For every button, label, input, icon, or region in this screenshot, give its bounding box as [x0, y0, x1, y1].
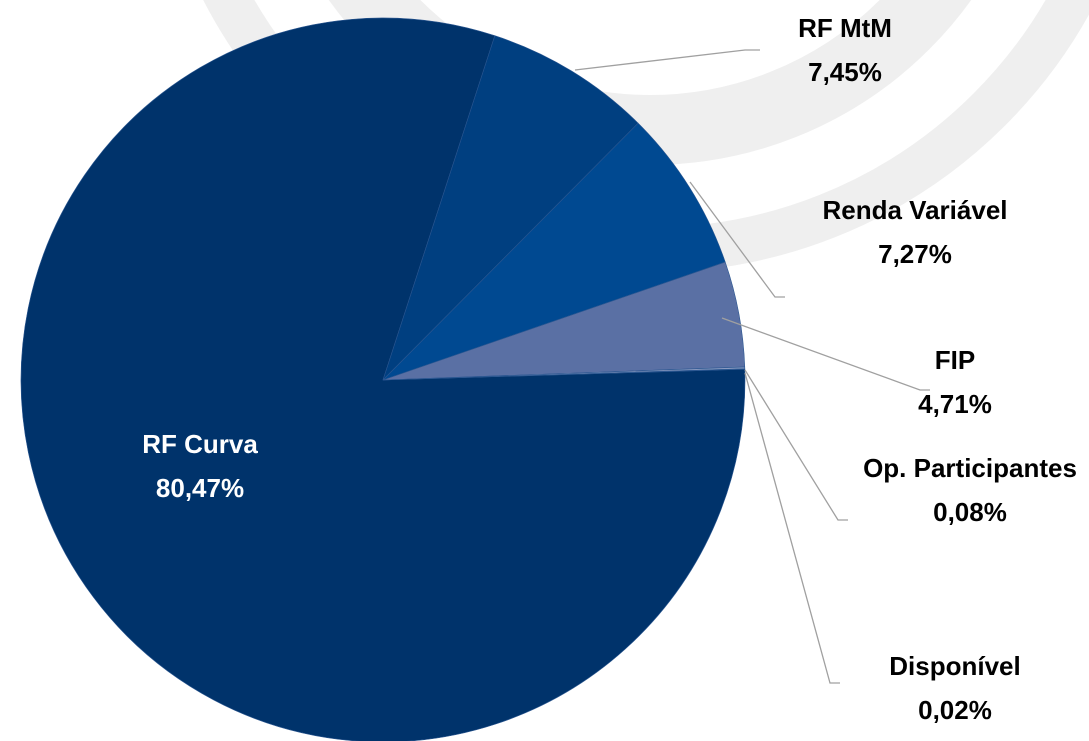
pie-slice: [382, 368, 746, 381]
category: FIP: [934, 345, 976, 375]
leader-line: [721, 317, 930, 391]
slice-label: Disponível 0,02%: [845, 644, 1065, 732]
category: RF Curva: [142, 429, 258, 459]
slice-label: FIP 4,71%: [855, 338, 1055, 426]
slice-label: Op. Participantes 0,08%: [860, 446, 1080, 534]
value-label: 4,71%: [918, 389, 992, 419]
value-label: 7,27%: [878, 239, 952, 269]
leader-lines: [574, 49, 930, 684]
slice-label: Renda Variável 7,27%: [780, 188, 1050, 276]
category: Disponível: [889, 651, 1021, 681]
leader-line: [574, 49, 760, 71]
category: Renda Variável: [822, 195, 1008, 225]
pie-slice: [382, 122, 726, 381]
slice-label: RF MtM 7,45%: [725, 6, 965, 94]
ring: [328, 0, 972, 165]
leader-line: [744, 369, 848, 521]
category: RF MtM: [798, 13, 892, 43]
value-label: 80,47%: [155, 473, 245, 503]
leader-line: [689, 181, 785, 298]
category: Op. Participantes: [863, 453, 1077, 483]
value-label: 7,45%: [808, 57, 882, 87]
value-label: 0,02%: [918, 695, 992, 725]
value-label: 0,08%: [933, 497, 1007, 527]
slice-label: RF Curva 80,47%: [80, 422, 320, 510]
leader-line: [744, 372, 840, 684]
pie-slice: [382, 35, 639, 381]
